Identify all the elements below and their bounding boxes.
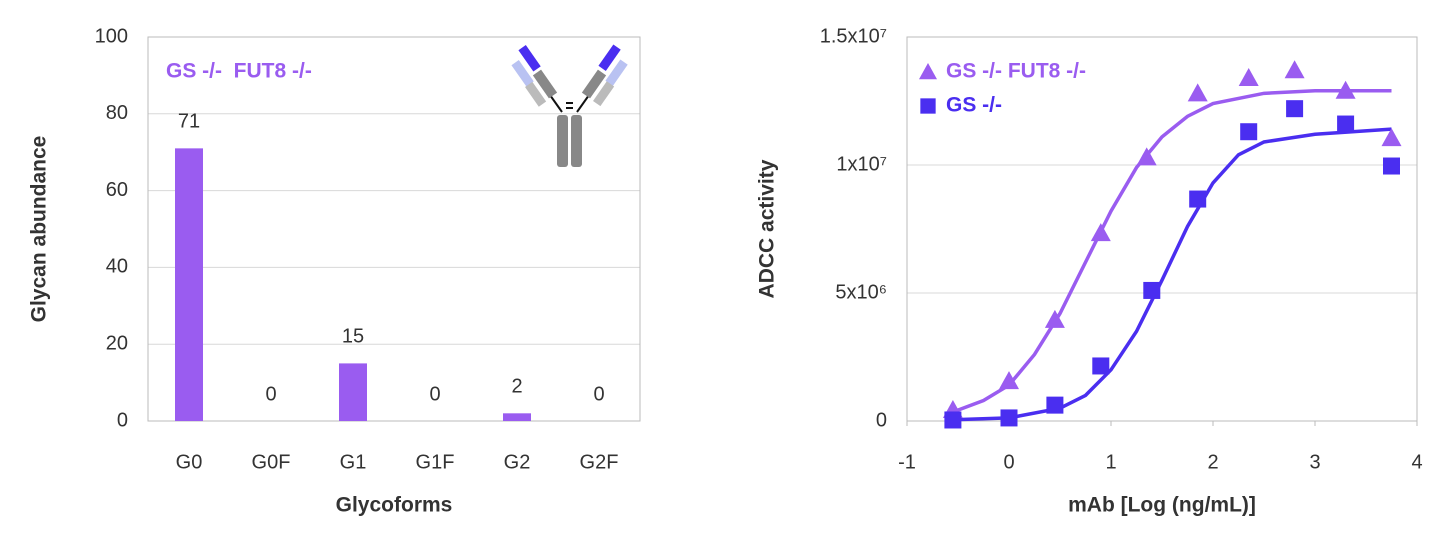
data-label: 71 [178, 111, 200, 133]
data-label: 0 [593, 383, 604, 405]
y-tick-label: 100 [95, 25, 128, 47]
x-tick-label: 2 [1207, 451, 1218, 473]
square-marker [1092, 357, 1110, 375]
y-tick-label: 0 [117, 409, 128, 431]
legend-label: GS -/- [946, 94, 1002, 117]
x-tick-label: 1 [1105, 451, 1116, 473]
y-axis-title: Glycan abundance [28, 136, 51, 323]
y-tick-label: 1.5x10⁷ [820, 25, 887, 47]
data-label: 0 [429, 383, 440, 405]
square-marker [1383, 157, 1400, 175]
y-tick-label: 1x10⁷ [836, 153, 887, 175]
square-marker [1337, 115, 1355, 133]
triangle-marker [1335, 80, 1356, 99]
triangle-marker [999, 371, 1019, 390]
bar [503, 413, 531, 421]
legend-label: GS -/- FUT8 -/- [946, 60, 1086, 83]
triangle-marker [1090, 223, 1111, 242]
x-tick-label: G1F [416, 451, 455, 473]
x-tick-label: -1 [898, 451, 916, 473]
y-tick-label: 60 [106, 179, 128, 201]
x-tick-label: 3 [1309, 451, 1320, 473]
data-label: 15 [342, 326, 364, 348]
square-marker [1240, 123, 1258, 141]
x-tick-label: G0F [252, 451, 291, 473]
x-tick-label: G2 [504, 451, 531, 473]
x-axis-title: Glycoforms [336, 494, 453, 517]
y-tick-label: 0 [876, 409, 887, 431]
square-marker [944, 411, 962, 429]
y-axis-title: ADCC activity [756, 159, 779, 298]
legend-marker [919, 63, 937, 80]
square-marker [1000, 409, 1018, 427]
triangle-marker [1044, 309, 1065, 328]
triangle-marker [1238, 67, 1259, 86]
y-tick-label: 20 [106, 332, 128, 354]
triangle-marker [1284, 60, 1305, 79]
y-tick-label: 5x10⁶ [835, 281, 887, 303]
triangle-marker [1136, 147, 1157, 166]
x-tick-label: 4 [1411, 451, 1422, 473]
x-tick-label: G0 [176, 451, 203, 473]
bar [339, 363, 367, 421]
square-marker [1286, 100, 1304, 118]
legend-label: GS -/- FUT8 -/- [166, 60, 312, 83]
y-tick-label: 80 [106, 102, 128, 124]
square-marker [1046, 396, 1064, 414]
plot-frame [147, 36, 641, 422]
fit-curve [952, 89, 1392, 414]
square-marker [1189, 190, 1207, 208]
antibody-icon [511, 44, 628, 167]
triangle-marker [1187, 83, 1208, 102]
x-tick-label: 0 [1003, 451, 1014, 473]
triangle-marker [1381, 128, 1402, 147]
plot-frame [906, 36, 1418, 422]
x-axis-title: mAb [Log (ng/mL)] [1068, 494, 1256, 517]
data-label: 0 [265, 383, 276, 405]
legend-marker [920, 98, 936, 114]
data-label: 2 [511, 376, 522, 398]
y-tick-label: 40 [106, 256, 128, 278]
x-tick-label: G2F [580, 451, 619, 473]
square-marker [1143, 281, 1161, 299]
x-tick-label: G1 [340, 451, 367, 473]
bar [175, 148, 203, 422]
